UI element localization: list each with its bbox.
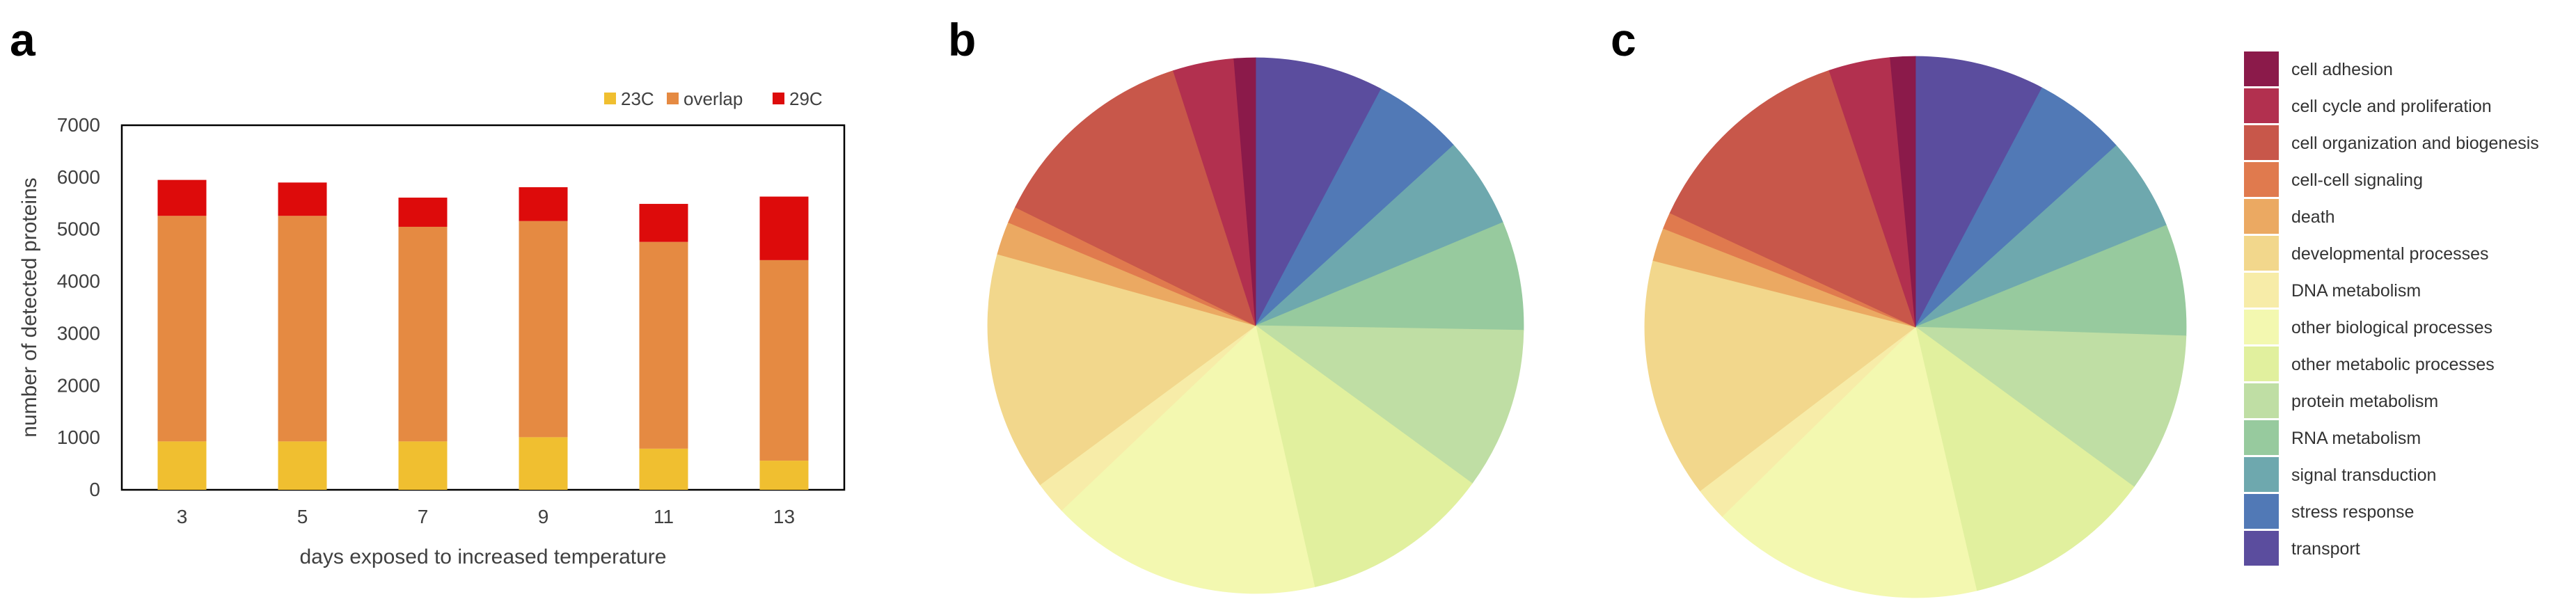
legend-label-cell-organization-and-biogenesis: cell organization and biogenesis bbox=[2291, 134, 2539, 153]
legend-swatch-overlap bbox=[667, 93, 679, 104]
legend-swatch-other-metabolic-processes bbox=[2244, 346, 2279, 381]
x-tick-label: 7 bbox=[418, 506, 429, 527]
x-tick-label: 11 bbox=[654, 506, 674, 527]
pie-slice-rna-metabolism bbox=[1915, 225, 2187, 337]
y-tick-label: 3000 bbox=[57, 322, 100, 344]
pie-slice-developmental-processes bbox=[987, 253, 1256, 486]
y-tick-label: 5000 bbox=[57, 218, 100, 240]
legend-swatch-dna-metabolism bbox=[2244, 273, 2279, 308]
pie-slice-other-biological-processes bbox=[1721, 326, 1977, 598]
legend-label-29c: 29C bbox=[789, 88, 823, 109]
legend-label-overlap: overlap bbox=[683, 88, 743, 109]
legend-swatch-29c bbox=[773, 93, 784, 104]
pie-slice-transport bbox=[1255, 57, 1382, 326]
legend-label-developmental-processes: developmental processes bbox=[2291, 244, 2489, 264]
bar-segment-overlap bbox=[519, 221, 568, 438]
bar-segment-23c bbox=[759, 461, 809, 490]
pie-slice-protein-metabolism bbox=[1254, 325, 1524, 484]
y-tick-label: 2000 bbox=[57, 374, 100, 396]
y-tick-label: 4000 bbox=[57, 271, 100, 292]
legend-swatch-cell-cycle-and-proliferation bbox=[2244, 88, 2279, 123]
bar-segment-23c bbox=[398, 441, 448, 490]
x-axis-title: days exposed to increased temperature bbox=[300, 545, 667, 568]
pie-slice-rna-metabolism bbox=[1255, 222, 1524, 331]
legend-label-transport: transport bbox=[2291, 539, 2360, 559]
x-tick-label: 9 bbox=[538, 506, 549, 527]
legend-swatch-23c bbox=[604, 93, 616, 104]
x-tick-label: 5 bbox=[297, 506, 308, 527]
legend-swatch-cell-adhesion bbox=[2244, 51, 2279, 86]
plot-frame bbox=[120, 124, 846, 491]
pie-slice-stress-response bbox=[1915, 87, 2117, 328]
pie-slice-cell-adhesion bbox=[1890, 56, 1916, 328]
legend-label-dna-metabolism: DNA metabolism bbox=[2291, 281, 2421, 301]
bar-segment-29c bbox=[639, 204, 688, 242]
pie-slice-developmental-processes bbox=[1644, 260, 1916, 492]
legend-label-other-metabolic-processes: other metabolic processes bbox=[2291, 355, 2495, 374]
pie-slice-cell-adhesion bbox=[1233, 57, 1256, 326]
legend-label-stress-response: stress response bbox=[2291, 502, 2414, 522]
x-tick-label: 3 bbox=[177, 506, 188, 527]
legend-swatch-cell-cell-signaling bbox=[2244, 162, 2279, 197]
legend-label-cell-cell-signaling: cell-cell signaling bbox=[2291, 170, 2423, 190]
legend-label-23c: 23C bbox=[621, 88, 654, 109]
bar-segment-29c bbox=[519, 187, 568, 221]
pie-slice-cell-organization-and-biogenesis bbox=[1015, 70, 1256, 326]
bar-chart: 0 1000 2000 3000 4000 5000 6000 7000 3 5 7 9 11 13 day… bbox=[18, 88, 846, 568]
bar-segment-overlap bbox=[759, 260, 809, 461]
pie-slice-other-biological-processes bbox=[1061, 325, 1315, 594]
y-tick-label: 7000 bbox=[57, 114, 100, 136]
bar-segment-29c bbox=[157, 180, 207, 216]
bar-segment-23c bbox=[278, 441, 327, 490]
x-tick-label: 13 bbox=[773, 506, 795, 527]
bar-segment-29c bbox=[759, 196, 809, 260]
legend-swatch-other-biological-processes bbox=[2244, 310, 2279, 344]
legend-swatch-cell-organization-and-biogenesis bbox=[2244, 125, 2279, 160]
panel-label-c: c bbox=[1611, 14, 1636, 65]
pie-slice-stress-response bbox=[1255, 88, 1455, 326]
legend-label-death: death bbox=[2291, 207, 2335, 227]
pie-slice-other-metabolic-processes bbox=[1915, 326, 2135, 591]
legend-swatch-rna-metabolism bbox=[2244, 420, 2279, 455]
pie-slice-protein-metabolism bbox=[1914, 326, 2187, 488]
bar-segment-23c bbox=[157, 441, 207, 490]
y-tick-label: 0 bbox=[89, 479, 100, 500]
pie-slice-signal-transduction bbox=[1255, 145, 1503, 326]
legend-label-cell-adhesion: cell adhesion bbox=[2291, 60, 2393, 79]
legend-label-other-biological-processes: other biological processes bbox=[2291, 318, 2492, 337]
legend-label-signal-transduction: signal transduction bbox=[2291, 465, 2436, 485]
category-legend: cell adhesion cell cycle and proliferatio… bbox=[2244, 51, 2539, 566]
legend-swatch-stress-response bbox=[2244, 494, 2279, 529]
bar-segment-overlap bbox=[278, 216, 327, 442]
pie-chart-c bbox=[1644, 56, 2187, 598]
panel-label-b: b bbox=[948, 14, 976, 65]
legend-label-protein-metabolism: protein metabolism bbox=[2291, 392, 2438, 411]
legend-label-cell-cycle-and-proliferation: cell cycle and proliferation bbox=[2291, 97, 2492, 116]
legend-label-rna-metabolism: RNA metabolism bbox=[2291, 429, 2421, 448]
bar-segment-overlap bbox=[639, 241, 688, 449]
pie-slice-other-metabolic-processes bbox=[1255, 325, 1473, 588]
pie-slice-signal-transduction bbox=[1915, 145, 2167, 328]
bar-segment-23c bbox=[639, 448, 688, 490]
y-tick-label: 6000 bbox=[57, 166, 100, 188]
bar-segment-29c bbox=[278, 182, 327, 216]
legend-swatch-developmental-processes bbox=[2244, 236, 2279, 271]
pie-chart-b bbox=[987, 57, 1524, 594]
legend-swatch-transport bbox=[2244, 531, 2279, 566]
panel-label-a: a bbox=[10, 14, 36, 65]
y-tick-label: 1000 bbox=[57, 426, 100, 448]
legend-swatch-signal-transduction bbox=[2244, 457, 2279, 492]
bar-segment-overlap bbox=[398, 226, 448, 442]
bar-segment-23c bbox=[519, 437, 568, 490]
legend-swatch-death bbox=[2244, 199, 2279, 234]
legend-swatch-protein-metabolism bbox=[2244, 383, 2279, 418]
pie-slice-transport bbox=[1915, 56, 2043, 328]
bar-segment-29c bbox=[398, 198, 448, 227]
pie-slice-cell-organization-and-biogenesis bbox=[1669, 70, 1916, 328]
y-axis-title: number of detected proteins bbox=[18, 177, 41, 438]
bar-segment-overlap bbox=[157, 216, 207, 442]
